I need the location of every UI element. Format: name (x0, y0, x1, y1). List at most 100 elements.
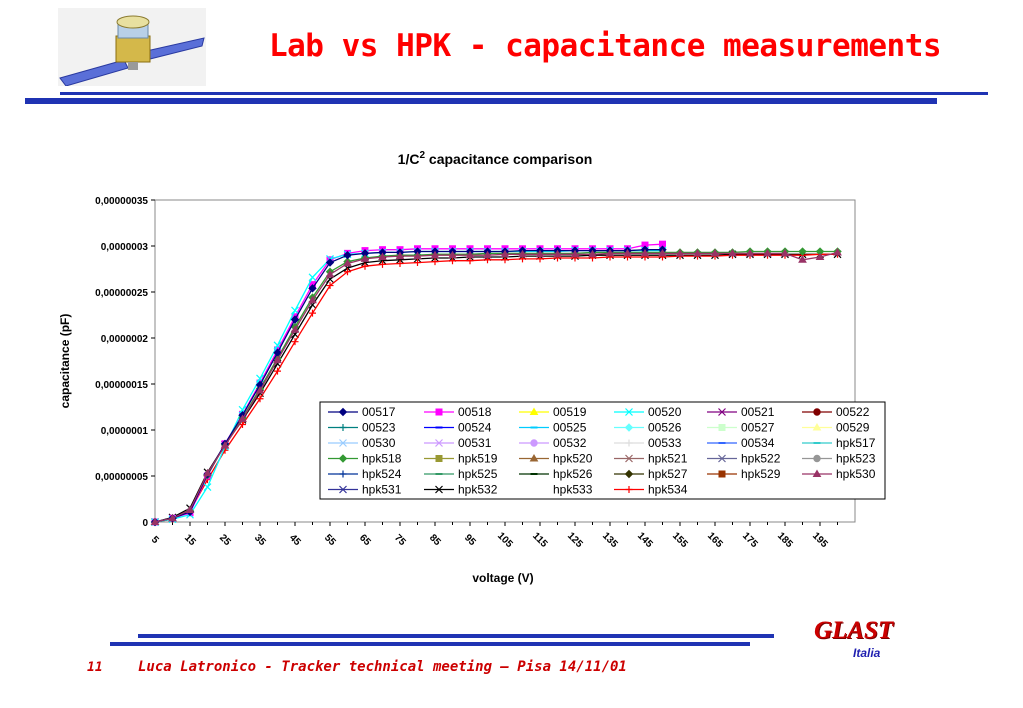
y-tick-label: 0,00000005 (95, 472, 148, 483)
series-hpk530-marker (780, 248, 790, 257)
legend-label: hpk521 (648, 452, 688, 466)
legend-swatch-marker (529, 407, 539, 415)
series-line-hpk518 (154, 250, 838, 523)
satellite-logo (58, 8, 206, 87)
x-tick-label: 125 (565, 530, 585, 550)
legend-label: hpk518 (362, 452, 402, 466)
series-hpk534-marker (379, 260, 386, 268)
legend-item: 00517 (328, 405, 396, 419)
series-hpk534-marker (326, 282, 334, 290)
series-00517-marker (343, 250, 352, 260)
legend-swatch-marker (625, 408, 633, 416)
series-hpk530-marker (413, 251, 422, 260)
series-hpk530-marker (640, 248, 650, 257)
legend-swatch-marker (625, 486, 633, 493)
legend-item: hpk533 (553, 483, 593, 497)
series-hpk534-marker (414, 259, 421, 267)
series-hpk530-marker (623, 248, 632, 257)
x-tick-label: 65 (357, 532, 373, 548)
legend-label: 00533 (648, 436, 682, 450)
legend-item: 00534 (707, 436, 775, 450)
legend-label: hpk531 (362, 483, 402, 497)
y-axis-label: capacitance (pF) (58, 314, 72, 409)
series-hpk530-marker (168, 513, 177, 522)
legend-item: hpk529 (707, 467, 781, 481)
legend-item: hpk518 (328, 452, 402, 466)
legend-swatch-marker (338, 454, 348, 463)
series-00520-marker (291, 306, 299, 315)
legend-label: hpk517 (836, 436, 876, 450)
series-hpk530-marker (290, 325, 300, 333)
legend-label: 00521 (741, 405, 775, 419)
legend-swatch-marker (435, 439, 443, 447)
series-lines (150, 240, 842, 527)
legend-label: hpk533 (553, 483, 593, 497)
legend-swatch-marker (813, 454, 821, 463)
glast-logo: GLAST (814, 617, 894, 644)
x-tick-label: 175 (740, 530, 760, 550)
y-tick-label: 0,0000001 (101, 426, 149, 437)
series-hpk530-marker (360, 254, 370, 262)
legend-item: hpk534 (614, 483, 688, 497)
legend-label: 00525 (553, 421, 587, 435)
series-line-hpk530 (154, 251, 838, 523)
legend-item: hpk519 (424, 452, 498, 466)
chart-title: 1/C2 capacitance comparison (398, 150, 593, 167)
legend-label: hpk527 (648, 467, 688, 481)
legend-item: hpk523 (802, 452, 876, 466)
series-hpk530-marker (448, 250, 457, 259)
legend-swatch-marker (339, 439, 347, 447)
series-hpk530 (150, 247, 842, 525)
x-tick-label: 15 (182, 532, 198, 548)
y-tick-label: 0,00000015 (95, 380, 148, 391)
series-hpk530-marker (238, 414, 247, 422)
legend: 00517 00518 00519 00520 00521 00522 00523 00524… (319, 401, 886, 500)
legend-label: hpk520 (553, 452, 593, 466)
series-hpk530-marker (728, 248, 737, 257)
legend-swatch-marker (718, 408, 726, 416)
legend-swatch-marker (813, 408, 821, 416)
legend-label: hpk530 (836, 467, 876, 481)
series-hpk534-marker (256, 395, 264, 403)
series-hpk530-marker (220, 441, 230, 449)
glast-logo-sub: Italia (853, 646, 881, 660)
series-00517-marker (325, 258, 335, 267)
x-tick-label: 55 (322, 532, 338, 548)
x-tick-label: 165 (705, 530, 725, 550)
series-hpk530-marker (553, 249, 562, 258)
legend-swatch-marker (812, 469, 822, 477)
legend-item: 00524 (424, 421, 492, 435)
series-hpk530-marker (763, 248, 772, 257)
legend-box (319, 401, 886, 500)
x-tick-label: 115 (530, 531, 549, 550)
x-tick-label: 145 (635, 530, 655, 550)
y-tick-label: 0,0000002 (101, 334, 149, 345)
legend-item: hpk530 (802, 467, 876, 481)
series-hpk530-marker (255, 385, 265, 394)
legend-swatch-marker (435, 485, 443, 494)
x-tick-label: 75 (392, 532, 408, 548)
y-axis: 0 0,00000005 0,0000001 0,00000015 0,0000002 0… (95, 196, 155, 529)
series-hpk530-marker (378, 252, 387, 261)
legend-swatch-marker (338, 407, 348, 417)
chart-title-superscript: 2 (419, 150, 425, 161)
x-tick-label: 5 (149, 534, 161, 546)
footer-rule-lower (110, 642, 750, 646)
legend-label: 00532 (553, 436, 587, 450)
series-hpk530-marker (798, 255, 807, 263)
legend-item: hpk521 (614, 452, 688, 466)
legend-item: hpk526 (519, 467, 593, 481)
series-hpk534-marker (361, 262, 369, 270)
satellite-icon (58, 8, 206, 87)
series-hpk530-marker (833, 247, 842, 256)
legend-label: 00519 (553, 405, 587, 419)
legend-swatch-marker (718, 470, 726, 478)
series-line-hpk534 (154, 253, 838, 523)
series-hpk530-marker (518, 249, 527, 258)
legend-label: 00531 (458, 436, 492, 450)
y-tick-label: 0 (142, 518, 148, 529)
legend-swatch-marker (339, 485, 347, 494)
legend-label: hpk522 (741, 452, 781, 466)
legend-label: 00518 (458, 405, 492, 419)
series-hpk534-marker (309, 309, 316, 317)
